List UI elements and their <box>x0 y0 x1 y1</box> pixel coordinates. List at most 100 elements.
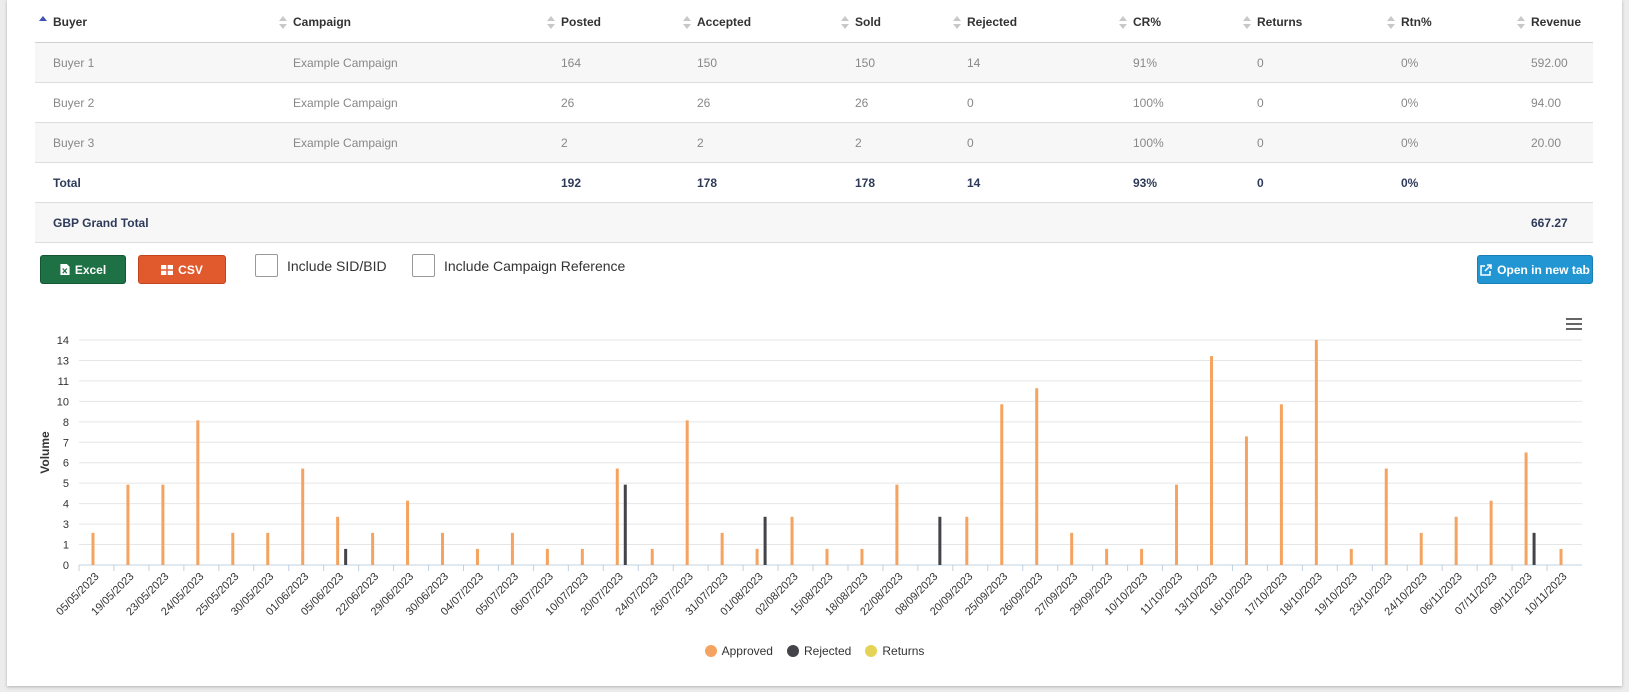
legend-returns-label: Returns <box>882 644 925 658</box>
bar-rejected <box>763 516 767 565</box>
cell-cr: 100% <box>1115 122 1239 163</box>
sort-icon <box>953 16 961 29</box>
column-header-accepted[interactable]: Accepted <box>679 2 837 43</box>
column-header-campaign[interactable]: Campaign <box>275 2 543 43</box>
cell-accepted: 26 <box>679 82 837 123</box>
y-tick-label: 1 <box>63 540 69 552</box>
column-header-buyer[interactable]: Buyer <box>35 2 275 43</box>
bar-approved <box>266 532 270 565</box>
cell-returns: 0 <box>1239 42 1383 83</box>
column-header-sold[interactable]: Sold <box>837 2 949 43</box>
table-header-row: Buyer Campaign Posted Accepted Sold Reje… <box>35 2 1593 43</box>
sort-icon <box>1243 16 1251 29</box>
checkbox-box[interactable] <box>255 254 278 277</box>
bar-approved <box>1524 452 1528 565</box>
bar-approved <box>196 420 200 565</box>
bar-approved <box>790 516 794 565</box>
total-rtn: 0% <box>1383 162 1513 203</box>
grand-total-row: GBP Grand Total 667.27 <box>35 202 1593 243</box>
sort-icon <box>279 16 287 29</box>
y-tick-label: 4 <box>63 499 69 511</box>
column-header-cr[interactable]: CR% <box>1115 2 1239 43</box>
checkbox-box[interactable] <box>412 254 435 277</box>
bar-rejected <box>938 516 942 565</box>
bar-approved <box>406 500 410 565</box>
cell-sold: 150 <box>837 42 949 83</box>
total-revenue <box>1513 162 1593 203</box>
bar-approved <box>580 548 584 565</box>
y-tick-label: 6 <box>63 458 69 470</box>
bar-approved <box>1035 388 1039 565</box>
bar-approved <box>1384 468 1388 565</box>
cell-posted: 26 <box>543 82 679 123</box>
column-header-rejected[interactable]: Rejected <box>949 2 1115 43</box>
column-header-returns[interactable]: Returns <box>1239 2 1383 43</box>
cell-revenue: 20.00 <box>1513 122 1593 163</box>
cell-accepted: 2 <box>679 122 837 163</box>
bar-approved <box>371 532 375 565</box>
csv-button-label: CSV <box>178 262 203 277</box>
bar-approved <box>1314 340 1318 565</box>
cell-rejected: 14 <box>949 42 1115 83</box>
cell-rejected: 0 <box>949 82 1115 123</box>
hamburger-menu-icon[interactable] <box>1566 318 1582 331</box>
cell-campaign: Example Campaign <box>275 42 543 83</box>
sort-icon <box>683 16 691 29</box>
cell-returns: 0 <box>1239 82 1383 123</box>
total-accepted: 178 <box>679 162 837 203</box>
open-in-new-tab-button[interactable]: Open in new tab <box>1477 255 1593 284</box>
cell-buyer: Buyer 3 <box>35 122 275 163</box>
y-tick-label: 10 <box>57 396 69 408</box>
bar-approved <box>615 468 619 565</box>
include-campaign-reference-checkbox[interactable]: Include Campaign Reference <box>412 254 625 277</box>
bar-rejected <box>344 548 348 565</box>
total-row: Total 192 178 178 14 93% 0 0% <box>35 162 1593 203</box>
cell-rtn: 0% <box>1383 42 1513 83</box>
total-cr: 93% <box>1115 162 1239 203</box>
table-row: Buyer 2 Example Campaign 26 26 26 0 100%… <box>35 82 1593 123</box>
file-excel-icon <box>60 264 70 275</box>
external-link-icon <box>1480 263 1492 276</box>
cell-rtn: 0% <box>1383 82 1513 123</box>
bar-approved <box>1419 532 1423 565</box>
cell-rejected: 0 <box>949 122 1115 163</box>
column-header-rtn[interactable]: Rtn% <box>1383 2 1513 43</box>
sort-icon <box>1119 16 1127 29</box>
cell-posted: 164 <box>543 42 679 83</box>
y-tick-label: 14 <box>57 335 69 347</box>
legend-item-rejected[interactable]: Rejected <box>786 644 852 658</box>
bar-approved <box>510 532 514 565</box>
legend-rejected-label: Rejected <box>803 644 852 658</box>
total-sold: 178 <box>837 162 949 203</box>
bar-approved <box>1559 548 1563 565</box>
column-header-posted[interactable]: Posted <box>543 2 679 43</box>
y-tick-label: 11 <box>58 376 69 388</box>
include-sid-checkbox[interactable]: Include SID/BID <box>255 254 387 277</box>
bar-approved <box>336 516 340 565</box>
table-row: Buyer 1 Example Campaign 164 150 150 14 … <box>35 42 1593 83</box>
open-button-label: Open in new tab <box>1497 262 1590 277</box>
bar-approved <box>545 548 549 565</box>
cell-campaign: Example Campaign <box>275 82 543 123</box>
cell-cr: 91% <box>1115 42 1239 83</box>
bar-approved <box>1349 548 1353 565</box>
table-icon <box>161 264 174 275</box>
bar-approved <box>895 484 899 565</box>
bar-approved <box>1454 516 1458 565</box>
bar-approved <box>965 516 969 565</box>
y-axis-title: Volume <box>38 431 52 474</box>
column-header-revenue[interactable]: Revenue <box>1513 2 1593 43</box>
legend-item-returns[interactable]: Returns <box>865 644 924 658</box>
excel-export-button[interactable]: Excel <box>40 255 126 284</box>
include-sid-label: Include SID/BID <box>287 257 387 274</box>
y-tick-label: 7 <box>63 437 69 449</box>
bar-approved <box>475 548 479 565</box>
legend-item-approved[interactable]: Approved <box>704 644 773 658</box>
y-tick-label: 13 <box>57 355 69 367</box>
csv-export-button[interactable]: CSV <box>138 255 226 284</box>
include-campaign-reference-label: Include Campaign Reference <box>444 257 626 274</box>
cell-posted: 2 <box>543 122 679 163</box>
bar-approved <box>1489 500 1493 565</box>
cell-buyer: Buyer 2 <box>35 82 275 123</box>
cell-rtn: 0% <box>1383 122 1513 163</box>
